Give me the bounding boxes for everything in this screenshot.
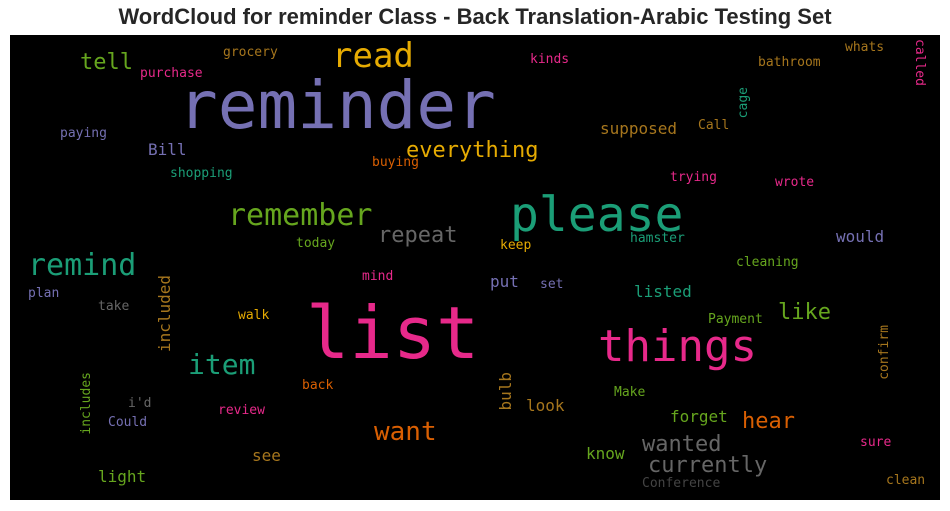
- word-trying: trying: [670, 170, 717, 185]
- word-buying: buying: [372, 155, 419, 170]
- word-included: included: [155, 275, 174, 353]
- word-Make: Make: [614, 385, 646, 400]
- word-currently: currently: [648, 453, 768, 478]
- word-forget: forget: [670, 407, 728, 426]
- word-hamster: hamster: [630, 231, 685, 246]
- word-keep: keep: [500, 238, 532, 253]
- word-confirm: confirm: [877, 325, 892, 380]
- word-grocery: grocery: [223, 45, 278, 60]
- word-review: review: [218, 403, 265, 418]
- word-list: list: [306, 291, 480, 375]
- word-back: back: [302, 378, 334, 393]
- word-see: see: [252, 446, 281, 465]
- wordcloud-canvas: reminder list please things read remembe…: [10, 35, 940, 500]
- chart-title: WordCloud for reminder Class - Back Tran…: [118, 4, 832, 29]
- word-clean: clean: [886, 473, 926, 488]
- word-Could: Could: [108, 415, 148, 430]
- word-things: things: [598, 321, 757, 372]
- word-i'd: i'd: [128, 396, 152, 411]
- word-everything: everything: [406, 138, 539, 163]
- word-wanted: wanted: [642, 432, 722, 457]
- word-hear: hear: [742, 409, 795, 434]
- word-Payment: Payment: [708, 312, 763, 327]
- word-put: put: [490, 272, 519, 291]
- word-take: take: [98, 299, 130, 314]
- word-cleaning: cleaning: [736, 255, 799, 270]
- word-item: item: [188, 348, 256, 381]
- word-Call: Call: [698, 118, 730, 133]
- word-Bill: Bill: [148, 140, 187, 159]
- word-tell: tell: [80, 50, 133, 75]
- word-reminder: reminder: [178, 67, 496, 144]
- word-would: would: [836, 227, 885, 246]
- word-like: like: [778, 300, 831, 325]
- word-walk: walk: [238, 308, 270, 323]
- word-sure: sure: [860, 435, 892, 450]
- word-light: light: [98, 467, 147, 486]
- word-purchase: purchase: [140, 66, 203, 81]
- word-includes: includes: [79, 372, 94, 435]
- word-Conference: Conference: [642, 476, 721, 491]
- word-kinds: kinds: [530, 52, 570, 67]
- word-plan: plan: [28, 286, 60, 301]
- word-please: please: [510, 187, 684, 243]
- word-set: set: [540, 277, 564, 292]
- word-remind: remind: [28, 248, 137, 283]
- word-cage: cage: [736, 87, 751, 119]
- word-today: today: [296, 236, 336, 251]
- word-remember: remember: [228, 198, 373, 233]
- word-whats: whats: [845, 40, 885, 55]
- word-wrote: wrote: [775, 175, 815, 190]
- word-listed: listed: [634, 282, 692, 301]
- word-read: read: [332, 36, 414, 76]
- word-called: called: [912, 39, 927, 86]
- word-supposed: supposed: [600, 119, 678, 138]
- word-bathroom: bathroom: [758, 55, 821, 70]
- word-look: look: [526, 396, 565, 415]
- word-bulb: bulb: [496, 372, 515, 411]
- word-mind: mind: [362, 269, 394, 284]
- word-want: want: [374, 417, 437, 447]
- word-paying: paying: [60, 126, 107, 141]
- word-repeat: repeat: [378, 223, 458, 248]
- word-know: know: [586, 444, 625, 463]
- word-shopping: shopping: [170, 166, 233, 181]
